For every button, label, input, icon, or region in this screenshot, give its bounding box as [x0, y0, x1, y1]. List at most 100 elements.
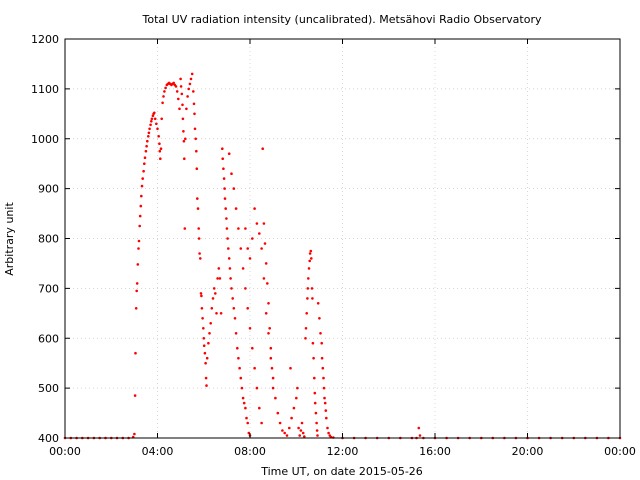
data-point [264, 262, 268, 265]
data-point [198, 252, 201, 255]
data-point [244, 227, 247, 230]
data-point [137, 247, 140, 250]
plot-frame [64, 38, 621, 439]
y-axis-label: Arbitrary unit [3, 202, 16, 276]
data-point [233, 317, 237, 320]
data-point [177, 97, 180, 101]
data-point [210, 307, 214, 310]
data-point [178, 107, 181, 111]
data-point [224, 207, 227, 210]
y-tick-labels: 400 500 600 700 800 900 1000 1100 1200 [31, 33, 59, 445]
data-point [144, 149, 148, 153]
data-point [258, 232, 261, 235]
data-point [261, 147, 265, 150]
data-point [175, 90, 179, 93]
data-point [159, 157, 162, 160]
data-point [222, 177, 226, 180]
data-point [190, 72, 194, 76]
data-point [194, 137, 197, 141]
data-point [320, 356, 324, 360]
data-point [218, 277, 222, 280]
x-tick-label: 08:00 [234, 445, 266, 458]
data-point [145, 144, 148, 148]
data-point [181, 103, 184, 107]
gridlines [65, 39, 620, 438]
data-point [138, 214, 142, 218]
data-point [310, 257, 313, 260]
data-point [303, 435, 306, 438]
data-point [260, 247, 263, 250]
data-point [262, 277, 266, 280]
data-point [200, 307, 204, 310]
data-point [209, 322, 212, 325]
data-point [311, 341, 315, 345]
data-point [158, 142, 161, 145]
data-point [239, 376, 243, 380]
data-point [192, 102, 196, 106]
data-point [307, 267, 311, 270]
data-point [205, 384, 208, 387]
data-point [308, 252, 312, 255]
data-point [311, 297, 314, 300]
data-point [309, 249, 313, 253]
data-point [187, 87, 190, 91]
data-point [193, 112, 196, 116]
data-point [214, 292, 217, 295]
data-point [179, 77, 182, 81]
data-point [244, 406, 247, 410]
data-point [202, 337, 206, 340]
data-point [236, 346, 239, 350]
data-point [140, 194, 143, 198]
data-point [263, 242, 267, 245]
data-point [269, 356, 273, 360]
data-point [221, 147, 224, 150]
x-tick-labels: 00:00 04:00 08:00 12:00 16:00 20:00 00:00 [49, 445, 636, 458]
data-point [246, 247, 249, 250]
data-point [159, 147, 163, 150]
data-point [268, 327, 272, 330]
data-point [227, 247, 230, 250]
data-point [301, 431, 305, 435]
data-point [156, 127, 159, 131]
data-point [276, 411, 280, 415]
data-point [217, 267, 221, 270]
data-point [255, 386, 259, 390]
data-point [153, 111, 156, 115]
data-point [141, 177, 144, 180]
data-point [274, 396, 277, 400]
data-point [246, 307, 249, 310]
data-point [222, 167, 225, 170]
data-point [295, 396, 298, 400]
data-point [417, 426, 421, 430]
data-point [300, 421, 304, 425]
x-tick-label: 16:00 [419, 445, 451, 458]
y-tick-label: 1000 [31, 133, 59, 146]
data-point [153, 117, 157, 121]
data-point [195, 149, 198, 153]
data-point [285, 434, 289, 437]
data-point [140, 184, 144, 188]
data-point [271, 376, 275, 380]
data-point [306, 297, 309, 300]
data-point [216, 277, 219, 280]
data-point [418, 434, 422, 437]
data-point [310, 287, 314, 290]
y-tick-label: 700 [38, 282, 59, 295]
data-point [292, 406, 296, 410]
data-point [318, 317, 321, 320]
data-point [314, 411, 318, 415]
data-point [232, 307, 236, 310]
data-point [143, 156, 147, 159]
axis-ticks [64, 38, 621, 439]
data-point [215, 312, 218, 315]
data-point [184, 137, 187, 141]
data-point [207, 341, 210, 345]
data-point [226, 237, 229, 240]
data-point [269, 346, 273, 350]
data-point [313, 376, 316, 380]
y-tick-label: 500 [38, 382, 59, 395]
data-point [251, 237, 254, 240]
data-point [193, 127, 197, 131]
y-tick-label: 900 [38, 183, 59, 196]
data-point [199, 292, 203, 295]
